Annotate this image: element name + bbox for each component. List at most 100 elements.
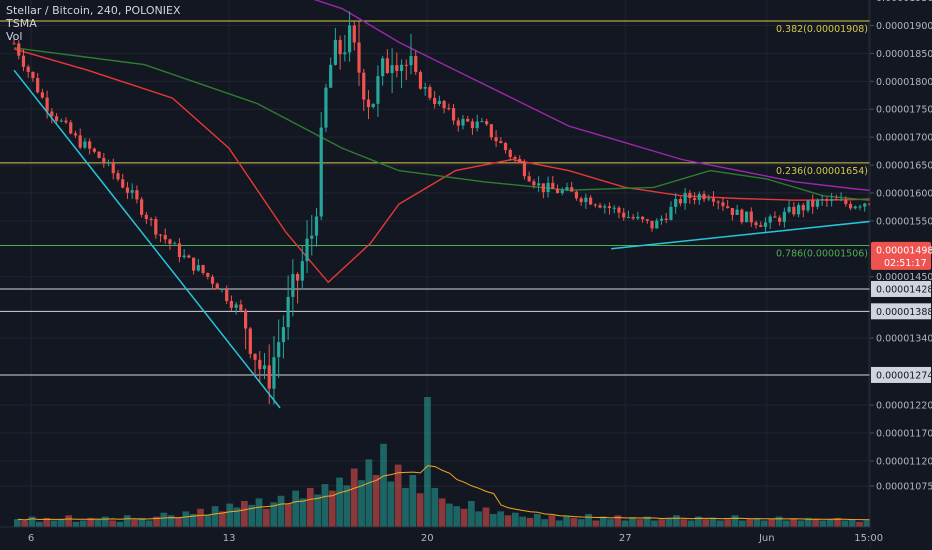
volume-bar — [65, 515, 73, 527]
candle-body — [489, 124, 493, 138]
price-tick-label: 0.00001800 — [876, 77, 932, 88]
volume-bar — [233, 507, 241, 527]
candle-body — [527, 176, 531, 182]
volume-bar — [380, 443, 387, 527]
price-tick-label: 0.00001340 — [876, 334, 932, 345]
level-tag-label: 0.00001274 — [876, 370, 932, 381]
volume-bar — [585, 514, 592, 527]
candle-body — [17, 43, 21, 56]
volume-bar — [468, 501, 475, 527]
candle-body — [522, 162, 527, 177]
volume-bar — [402, 488, 409, 527]
price-tick-label: 0.00001170 — [876, 429, 932, 440]
candle-body — [541, 183, 545, 193]
candle-body — [570, 187, 574, 192]
candle-body — [749, 211, 753, 223]
candle-body — [485, 121, 489, 125]
volume-bar — [709, 517, 717, 527]
volume-bar — [270, 502, 278, 527]
fib-label: 0.786(0.00001506) — [776, 248, 868, 259]
volume-bar — [555, 520, 563, 527]
volume-bar — [241, 501, 248, 527]
indicator-vol[interactable]: Vol — [6, 30, 23, 43]
volume-bar — [145, 520, 153, 527]
candle-body — [277, 342, 281, 358]
volume-bar — [768, 519, 775, 527]
volume-bar — [782, 520, 790, 527]
price-axis[interactable]: 0.00001950 0.00001900 0.00001850 0.00001800… — [869, 0, 932, 550]
candle-body — [428, 87, 432, 98]
candle-body — [735, 209, 739, 215]
symbol-title[interactable]: Stellar / Bitcoin, 240, POLONIEX — [6, 4, 181, 17]
volume-bar — [438, 498, 446, 527]
volume-bar — [306, 488, 314, 527]
candle-body — [532, 181, 536, 186]
candle-body — [551, 182, 555, 189]
candle-body — [192, 257, 196, 271]
time-tick-label: 20 — [421, 533, 434, 544]
volume-bar — [358, 480, 365, 527]
candle-body — [31, 71, 35, 79]
volume-bar — [519, 516, 527, 527]
chart-legend: Stellar / Bitcoin, 240, POLONIEX TSMA Vo… — [6, 4, 181, 43]
candle-body — [830, 199, 834, 201]
candle-body — [210, 276, 215, 284]
candle-body — [711, 198, 716, 202]
candle-body — [300, 261, 304, 281]
candle-body — [650, 220, 654, 229]
candle-body — [782, 211, 786, 222]
volume-bar — [753, 517, 761, 527]
candle-body — [357, 42, 361, 73]
candle-body — [461, 118, 465, 126]
volume-bar — [175, 517, 182, 527]
candle-body — [574, 191, 579, 199]
candle-body — [343, 52, 347, 55]
candle-body — [12, 43, 16, 45]
candle-body — [333, 39, 337, 65]
candle-body — [688, 192, 692, 199]
volume-bar — [57, 519, 65, 527]
candle-body — [69, 122, 73, 134]
candle-body — [792, 206, 796, 215]
volume-bar — [760, 520, 768, 527]
candle-body — [853, 206, 857, 209]
candle-body — [759, 225, 763, 227]
candle-body — [36, 78, 40, 93]
candle-body — [324, 87, 328, 128]
candle-body — [437, 100, 441, 105]
volume-bar — [350, 468, 358, 527]
indicator-tsma[interactable]: TSMA — [6, 17, 37, 30]
candle-body — [820, 199, 824, 201]
candle-body — [451, 108, 456, 121]
volume-bar — [797, 520, 805, 527]
candle-body — [740, 209, 744, 223]
candle-body — [546, 182, 550, 193]
volume-bar — [365, 459, 373, 527]
candle-body — [499, 141, 503, 144]
candle-body — [565, 187, 569, 191]
volume-bar — [848, 519, 856, 527]
volume-bar — [724, 519, 732, 527]
volume-bar — [372, 475, 380, 527]
volume-bar — [101, 516, 109, 527]
moving-averages — [13, 0, 932, 284]
volume-bar — [416, 493, 424, 527]
volume-bar — [812, 519, 819, 527]
volume-bar — [138, 517, 146, 527]
volume-bar — [819, 520, 827, 527]
candle-body — [414, 56, 418, 72]
volume-bar — [592, 520, 600, 527]
price-tick-label: 0.00001750 — [876, 105, 932, 116]
candle-body — [603, 206, 607, 208]
candle-body — [281, 327, 286, 343]
candle-body — [423, 87, 427, 89]
fib-label: 0.382(0.00001908) — [776, 24, 868, 35]
volume-bar — [599, 516, 607, 527]
sma-line — [313, 0, 932, 197]
candle-body — [796, 205, 801, 215]
volume-bar — [153, 516, 160, 527]
candle-body — [395, 65, 399, 71]
candle-body — [92, 148, 96, 152]
